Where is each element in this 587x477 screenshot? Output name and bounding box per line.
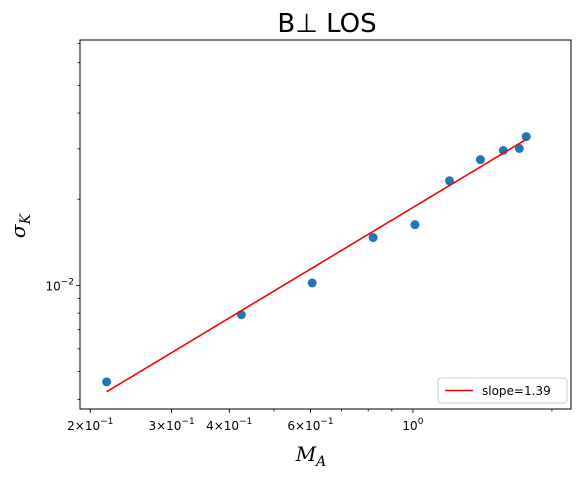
plot-area: 2×10−1 3×10−1 4×10−1 6×10−1 100 10−2 <box>45 43 553 433</box>
x-tick-label: 2×10−1 <box>67 417 113 433</box>
data-point <box>521 132 531 142</box>
data-point <box>444 176 454 186</box>
y-axis-label: σK <box>6 212 34 238</box>
fit-line <box>106 138 527 393</box>
y-axis-label-subscript: K <box>18 212 34 225</box>
x-axis-label-subscript: A <box>314 454 326 470</box>
axes-frame <box>79 39 572 410</box>
y-axis-label-main: σ <box>6 223 30 238</box>
x-axis-label-main: M <box>295 442 317 466</box>
data-point <box>514 143 524 153</box>
legend-label: slope=1.39 <box>482 384 551 398</box>
data-point <box>307 278 317 288</box>
x-axis-label: MA <box>295 442 327 470</box>
x-tick-label: 6×10−1 <box>287 417 333 433</box>
x-tick-label: 4×10−1 <box>206 417 252 433</box>
data-point <box>475 155 485 165</box>
data-point <box>410 220 420 230</box>
x-tick-label: 100 <box>402 417 423 433</box>
x-tick-label: 3×10−1 <box>148 417 194 433</box>
legend-box <box>437 377 568 404</box>
data-point <box>368 233 378 243</box>
svg-text:σK: σK <box>6 212 34 238</box>
legend: slope=1.39 <box>437 377 568 404</box>
chart-title: B⊥ LOS <box>277 9 376 39</box>
y-tick-label: 10−2 <box>45 277 74 293</box>
data-point <box>498 146 508 156</box>
data-point <box>102 377 112 387</box>
